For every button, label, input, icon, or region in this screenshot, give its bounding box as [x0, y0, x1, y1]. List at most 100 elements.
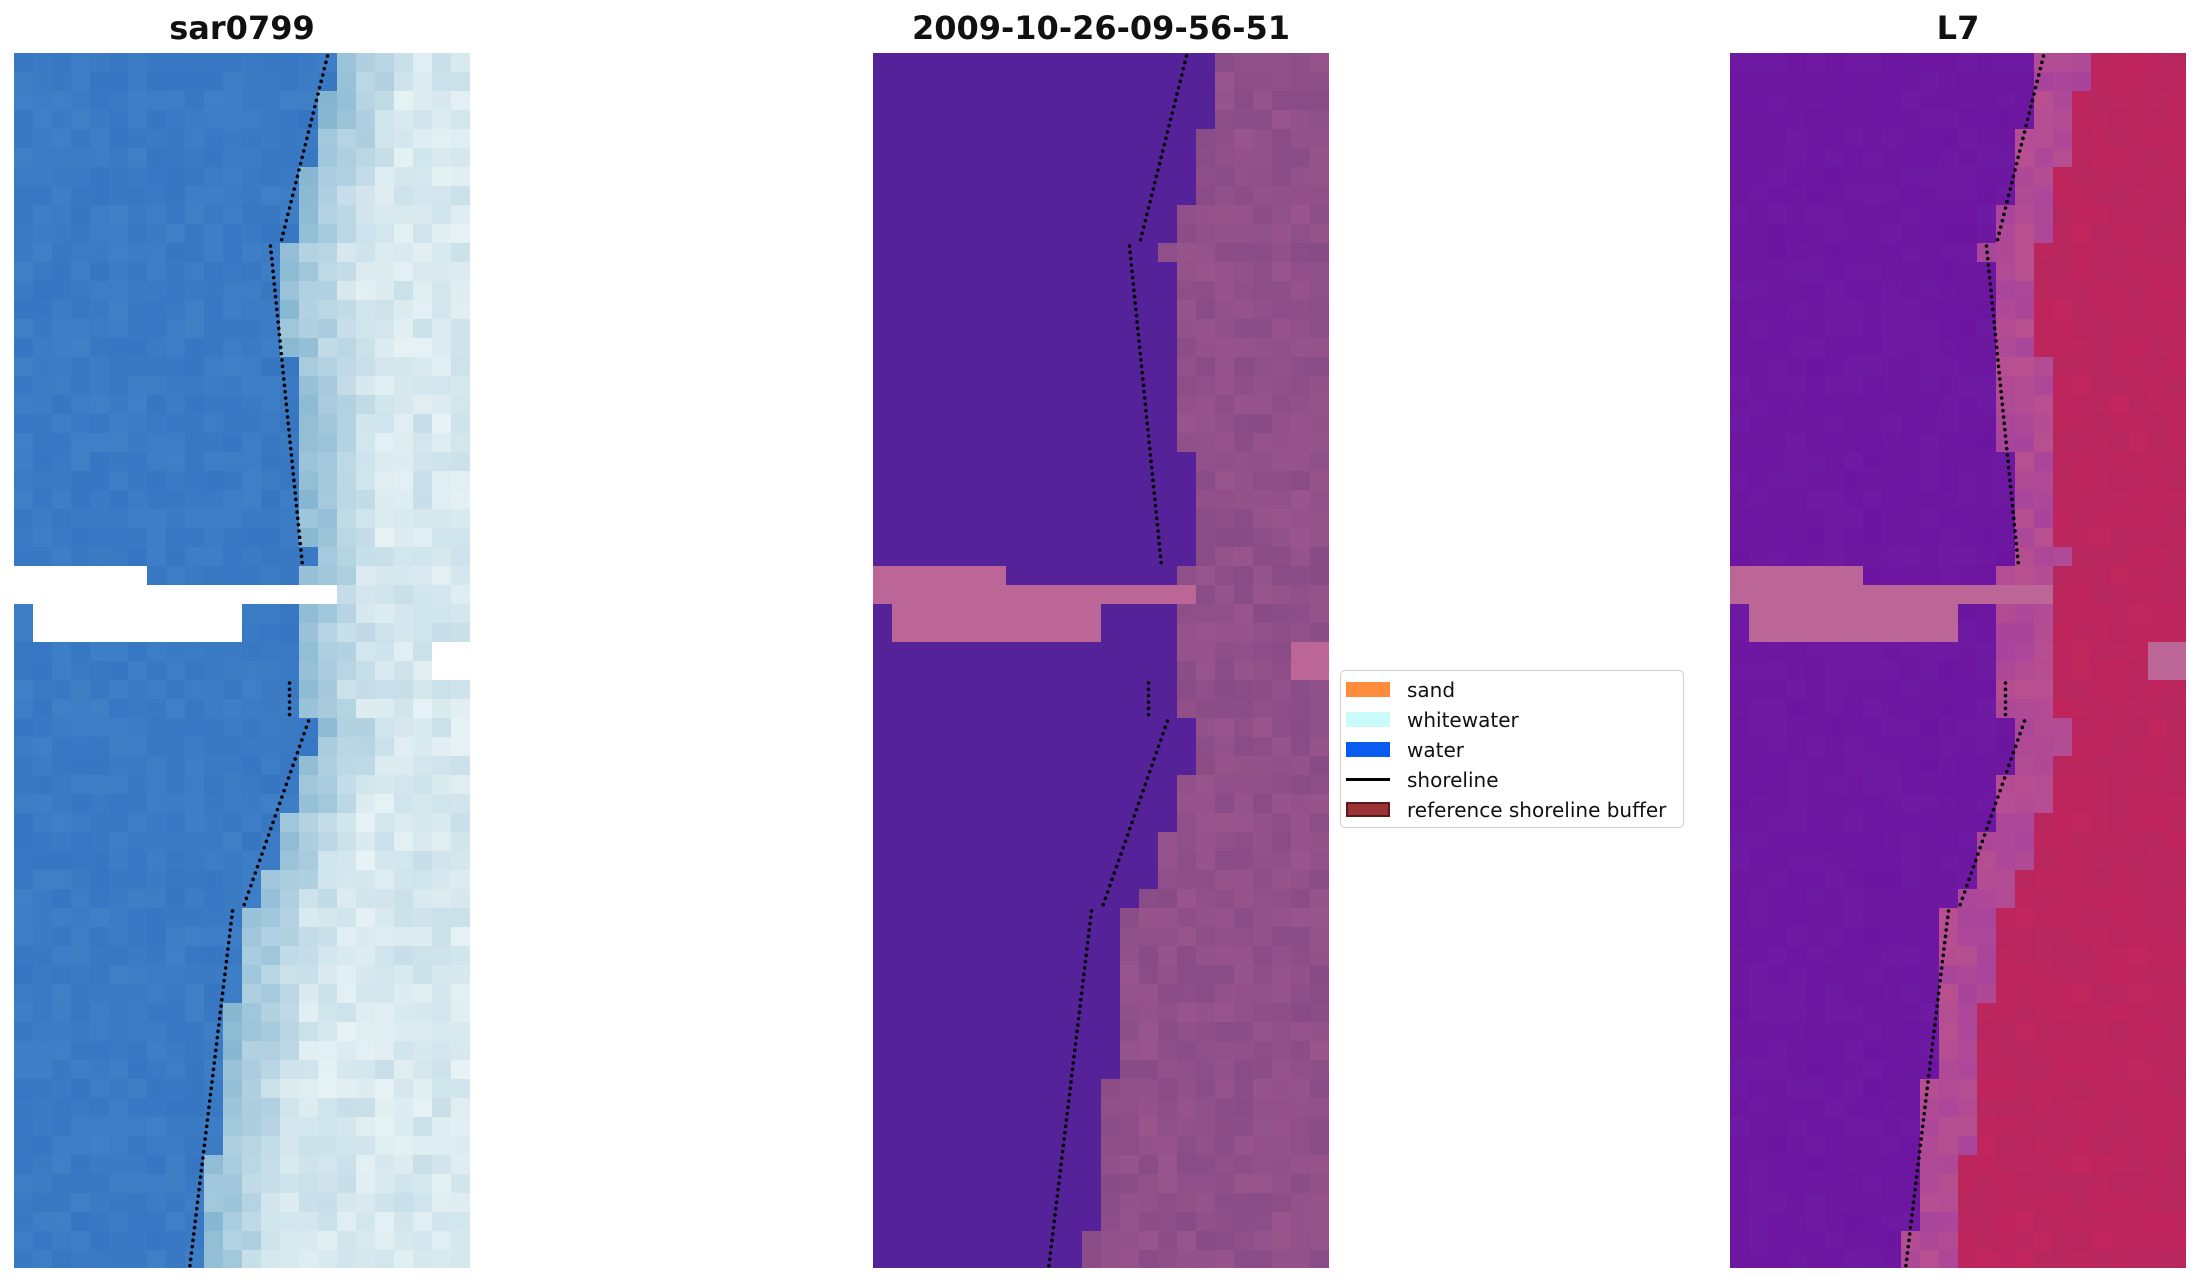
raster-pixel [1006, 72, 1026, 92]
raster-pixel [1844, 1231, 1864, 1251]
raster-pixel [1939, 832, 1959, 852]
raster-pixel [242, 1155, 262, 1175]
shoreline-point [200, 1162, 204, 1167]
raster-pixel [1044, 661, 1064, 681]
raster-pixel [949, 965, 969, 985]
raster-pixel [90, 319, 110, 339]
raster-pixel [356, 1231, 376, 1251]
raster-pixel [90, 490, 110, 510]
raster-pixel [128, 889, 148, 909]
raster-pixel [318, 661, 338, 681]
raster-pixel [1272, 72, 1292, 92]
raster-pixel [1977, 1231, 1997, 1251]
raster-pixel [2034, 984, 2054, 1004]
raster-pixel [1730, 547, 1750, 567]
raster-pixel [1006, 661, 1026, 681]
raster-pixel [1749, 319, 1769, 339]
raster-pixel [1806, 1117, 1826, 1137]
raster-pixel [1101, 946, 1121, 966]
shoreline-point [297, 744, 302, 749]
raster-pixel [1939, 965, 1959, 985]
raster-pixel [1901, 91, 1921, 111]
raster-pixel [1920, 205, 1940, 225]
raster-pixel [1901, 300, 1921, 320]
raster-pixel [223, 300, 243, 320]
raster-pixel [930, 509, 950, 529]
raster-pixel [185, 889, 205, 909]
raster-pixel [1025, 965, 1045, 985]
raster-pixel [2053, 566, 2073, 586]
raster-pixel [1177, 813, 1197, 833]
shoreline-point [219, 1004, 223, 1008]
raster-pixel [1196, 1193, 1216, 1213]
raster-pixel [2110, 1060, 2130, 1080]
raster-pixel [337, 1231, 357, 1251]
raster-pixel [90, 794, 110, 814]
raster-pixel [71, 509, 91, 529]
raster-pixel [1158, 243, 1178, 263]
raster-pixel [1920, 1136, 1940, 1156]
raster-pixel [1063, 395, 1083, 415]
raster-pixel [1920, 224, 1940, 244]
raster-pixel [987, 794, 1007, 814]
raster-pixel [2167, 908, 2186, 928]
raster-pixel [1939, 129, 1959, 149]
raster-pixel [90, 1212, 110, 1232]
raster-pixel [1806, 433, 1826, 453]
raster-pixel [1844, 927, 1864, 947]
raster-pixel [1253, 642, 1273, 662]
raster-pixel [1806, 243, 1826, 263]
raster-pixel [1120, 338, 1140, 358]
raster-pixel [2072, 1117, 2092, 1137]
raster-pixel [223, 832, 243, 852]
raster-pixel [1939, 1117, 1959, 1137]
shoreline-point [275, 307, 279, 312]
raster-pixel [1234, 604, 1254, 624]
raster-pixel [2053, 832, 2073, 852]
raster-pixel [432, 775, 452, 795]
raster-pixel [987, 832, 1007, 852]
raster-pixel [204, 813, 224, 833]
raster-pixel [1006, 490, 1026, 510]
raster-pixel [128, 319, 148, 339]
raster-pixel [1082, 851, 1102, 871]
raster-pixel [1901, 129, 1921, 149]
shoreline-point [1053, 1213, 1057, 1217]
raster-pixel [1158, 794, 1178, 814]
raster-pixel [2167, 566, 2186, 586]
raster-pixel [394, 509, 414, 529]
raster-pixel [1044, 528, 1064, 548]
raster-pixel [1044, 110, 1064, 130]
raster-pixel [356, 1250, 376, 1268]
raster-pixel [375, 851, 395, 871]
raster-pixel [223, 1060, 243, 1080]
raster-pixel [2034, 91, 2054, 111]
raster-pixel [911, 129, 931, 149]
raster-pixel [1749, 1250, 1769, 1268]
shoreline-point [1137, 345, 1142, 350]
raster-pixel [337, 433, 357, 453]
raster-pixel [949, 642, 969, 662]
raster-pixel [1958, 433, 1978, 453]
shoreline-point [213, 1048, 218, 1053]
raster-pixel [1920, 528, 1940, 548]
raster-pixel [873, 1212, 893, 1232]
raster-pixel [2034, 509, 2054, 529]
raster-pixel [1272, 661, 1292, 681]
raster-pixel [1882, 376, 1902, 396]
raster-pixel [166, 775, 186, 795]
raster-pixel [413, 870, 433, 890]
raster-pixel [2167, 186, 2186, 206]
shoreline-point [1083, 959, 1088, 964]
raster-pixel [1234, 1098, 1254, 1118]
raster-pixel [873, 1098, 893, 1118]
raster-pixel [356, 813, 376, 833]
raster-pixel [968, 357, 988, 377]
raster-pixel [1082, 110, 1102, 130]
raster-pixel [2015, 794, 2035, 814]
shoreline-point [242, 902, 247, 907]
raster-pixel [1139, 984, 1159, 1004]
raster-pixel [911, 395, 931, 415]
raster-pixel [1139, 1212, 1159, 1232]
raster-pixel [2091, 319, 2111, 339]
